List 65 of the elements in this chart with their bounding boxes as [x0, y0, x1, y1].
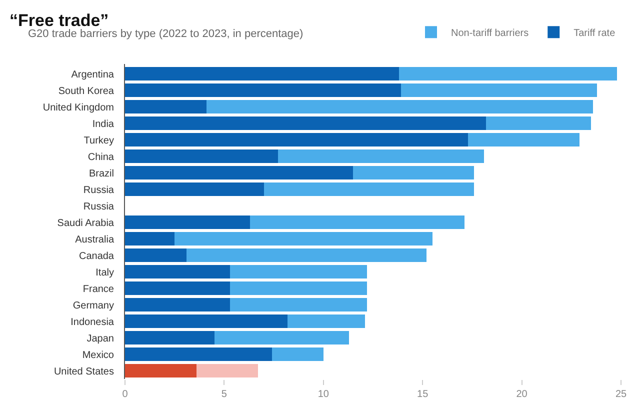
- bar: [125, 348, 272, 362]
- bar: [196, 364, 258, 378]
- bar: [206, 100, 594, 114]
- bar: [125, 150, 278, 164]
- y-tick-label: United States: [54, 366, 114, 378]
- y-tick-label: Argentina: [71, 69, 114, 80]
- bar: [125, 84, 401, 98]
- bar: [468, 133, 580, 147]
- y-tick-label: France: [82, 284, 114, 295]
- bar: [278, 150, 484, 164]
- bar: [125, 248, 186, 262]
- y-tick-label: Brazil: [88, 168, 114, 180]
- bar: [250, 216, 464, 230]
- bar: [486, 116, 592, 130]
- bar: [230, 265, 368, 279]
- y-tick-label: Mexico: [82, 350, 114, 361]
- bar: [125, 232, 175, 246]
- y-tick-label: Japan: [86, 333, 114, 344]
- bar: [125, 166, 354, 180]
- y-tick-label: Indonesia: [70, 316, 114, 328]
- bar: [230, 298, 368, 312]
- bar: [186, 248, 427, 262]
- y-tick-label: Turkey: [84, 135, 114, 146]
- x-tick-label: 0: [122, 389, 128, 400]
- bar: [125, 67, 399, 81]
- y-tick-label: Canada: [78, 250, 114, 262]
- bar: [214, 331, 350, 345]
- x-tick-label: 15: [417, 389, 429, 400]
- x-tick-label: 10: [318, 389, 330, 400]
- bar: [288, 314, 366, 328]
- x-tick-label: 20: [516, 389, 528, 400]
- bar: [272, 348, 324, 362]
- bar: [125, 100, 206, 114]
- y-tick-label: Saudi Arabia: [57, 218, 114, 229]
- bar: [400, 84, 598, 98]
- bar: [125, 331, 214, 345]
- bar: [230, 282, 368, 296]
- bar: [174, 232, 433, 246]
- legend-label: Tariff rate: [574, 28, 616, 40]
- y-tick-label: India: [92, 118, 114, 130]
- bar: [264, 182, 474, 196]
- y-tick-label: Russia: [83, 184, 114, 196]
- y-tick-label: Germany: [72, 300, 114, 312]
- y-tick-label: South Korea: [58, 86, 114, 97]
- bar: [125, 282, 230, 296]
- legend-label: Non-tariff barriers: [451, 28, 529, 40]
- x-tick-label: 5: [221, 389, 228, 400]
- x-tick-label: 25: [615, 389, 627, 400]
- bar: [125, 182, 264, 196]
- y-tick-label: Italy: [96, 267, 114, 278]
- bar: [125, 364, 196, 378]
- y-tick-label: China: [88, 152, 114, 163]
- y-tick-label: Australia: [75, 234, 114, 246]
- bar: [125, 133, 468, 147]
- y-tick-label: United Kingdom: [42, 102, 114, 114]
- bar: [353, 166, 474, 180]
- bar: [125, 116, 486, 130]
- bar: [125, 298, 230, 312]
- chart-subtitle: G20 trade barriers by type (2022 to 2023, in percentage): [28, 28, 304, 40]
- y-tick-label: Russia: [83, 201, 114, 212]
- bar: [125, 265, 230, 279]
- bar: [125, 314, 288, 328]
- bar: [125, 216, 250, 230]
- bar: [398, 67, 618, 81]
- chart-title: “Free trade”: [9, 11, 109, 30]
